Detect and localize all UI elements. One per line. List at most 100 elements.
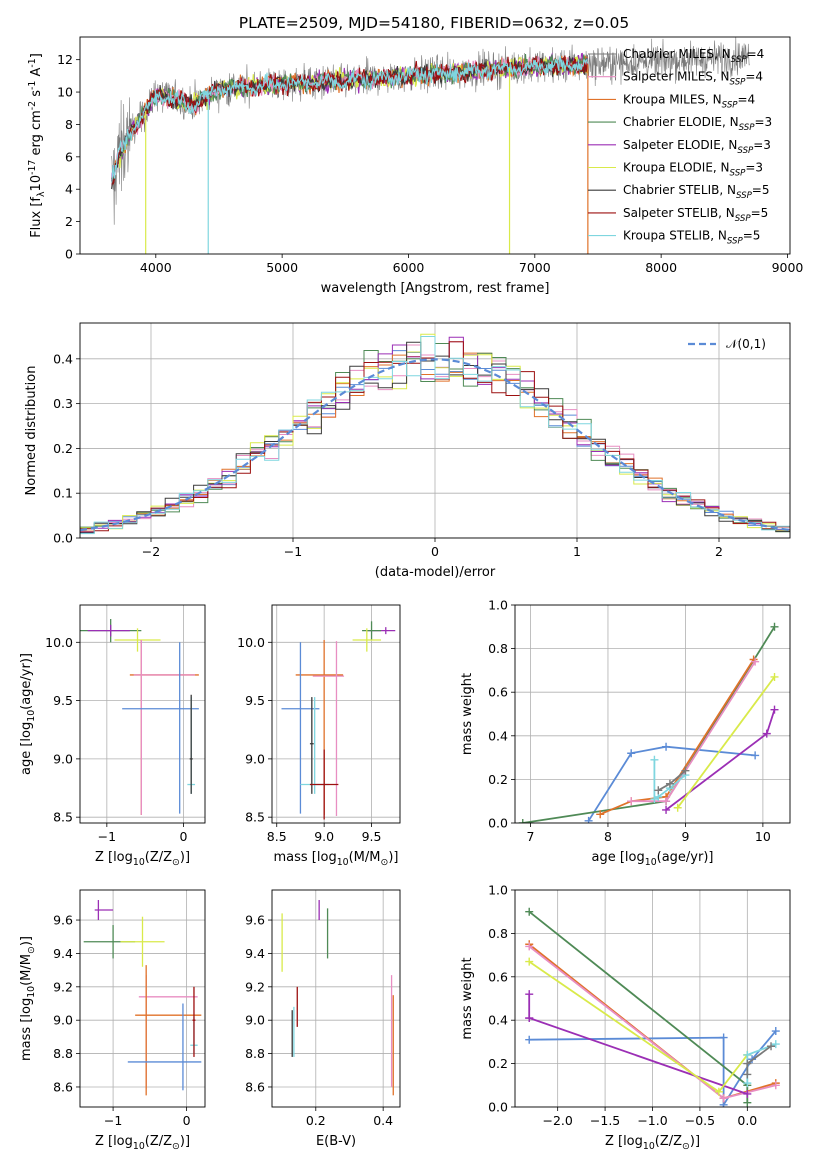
residuals-frame [79,322,791,539]
legend-label-7: Salpeter STELIB, NSSP=5 [623,206,768,224]
residuals-xtick-label-4: 2 [715,544,723,559]
mass-vs-Z-ylabel: mass [log10(M/M⊙)] [19,936,37,1061]
mass-vs-Z-ytick-label-5: 9.6 [53,913,73,928]
mass-vs-Z-point-2 [120,916,165,967]
mass-weight-vs-age-xtick-label-0: 7 [527,829,535,844]
mass-vs-Z-ytick-label-4: 9.4 [53,946,73,961]
mass-weight-vs-age-ytick-label-4: 0.8 [488,641,508,656]
mass-weight-vs-Z-panel: −2.0 −1.5 −1.0 −0.5 0.0 0.0 0.2 0.4 0.6 0.8 1.0 Z [… [460,883,791,1152]
mass-weight-vs-Z-marker-6-0 [743,1079,752,1088]
mass-vs-ebv-ytick-label-4: 9.4 [245,946,265,961]
mass-weight-vs-age-panel: 7 8 9 10 0.0 0.2 0.4 0.6 0.8 1.0 age [log10(age/yr… [460,598,791,868]
mass-weight-vs-age-marker-4-0 [662,805,671,814]
spectrum-xlabel: wavelength [Angstrom, rest frame] [321,281,550,296]
age-vs-mass-point-7 [309,697,314,794]
age-vs-Z-point-4 [133,639,196,815]
age-vs-mass-ytick-label-1: 9.0 [245,751,265,766]
spectrum-xtick-label-1: 5000 [266,260,298,275]
mass-weight-vs-Z-marker-5-1 [714,1087,723,1096]
mass-weight-vs-Z-ytick-label-0: 0.0 [488,1100,508,1115]
age-vs-mass-point-8 [309,749,339,820]
mass-vs-Z-point-4 [135,965,202,1096]
mass-weight-vs-age-xlabel: age [log10(age/yr)] [592,850,714,868]
mass-weight-vs-age-ylabel: mass weight [460,673,475,755]
spectrum-legend: Chabrier MILES, NSSP=4 Salpeter MILES, NS… [588,47,772,247]
spectrum-xtick-label-2: 6000 [393,260,425,275]
mass-weight-vs-age-marker-7-2 [681,766,690,775]
mass-vs-Z-point-0 [94,900,114,921]
residual-legend-label: 𝒩(0,1) [726,337,766,351]
mass-vs-ebv-xtick-label-1: 0.4 [373,1113,393,1128]
residuals-ylabel: Normed distribution [24,366,39,496]
mass-weight-vs-Z-xtick-label-0: −2.0 [542,1113,572,1128]
legend-label-3: Chabrier ELODIE, NSSP=3 [623,115,772,133]
residuals-ytick-label-2: 0.2 [53,441,73,456]
mass-weight-vs-age-xtick-label-3: 10 [755,829,771,844]
mass-weight-vs-age-marker-0-3 [751,751,760,760]
age-vs-mass-panel: 8.5 9.0 9.5 8.5 9.0 9.5 10.0 mass [log10(M/M⊙)] [237,604,401,868]
mass-weight-vs-age-marker-6-0 [650,755,659,764]
mass-weight-vs-Z-xlabel: Z [log10(Z/Z⊙)] [605,1134,700,1152]
mass-weight-vs-Z-marker-4-3 [743,1089,752,1098]
mass-weight-vs-Z-ylabel: mass weight [460,957,475,1039]
mass-weight-vs-age-xtick-label-2: 9 [681,829,689,844]
mass-vs-Z-panel: −1 0 8.6 8.8 9.0 9.2 9.4 9.6 Z [log10(Z/Z⊙)] mass… [19,889,206,1152]
age-vs-Z-ytick-label-2: 9.5 [53,693,73,708]
mass-weight-vs-Z-ytick-label-1: 0.2 [488,1056,508,1071]
mass-weight-vs-Z-xtick-label-3: −0.5 [685,1113,715,1128]
mass-vs-Z-point-7 [192,986,196,1057]
mass-weight-vs-age-marker-4-1 [762,729,771,738]
mass-weight-vs-age-series-2 [599,659,755,816]
mass-vs-Z-ytick-label-3: 9.2 [53,979,73,994]
legend-label-4: Salpeter ELODIE, NSSP=3 [623,138,771,156]
mass-weight-vs-age-series-5 [676,676,776,809]
mass-vs-Z-ytick-label-1: 8.8 [53,1046,73,1061]
spectrum-xtick-label-5: 9000 [772,260,804,275]
spectrum-ylabel: Flux [fλ10-17 erg cm-2 s-1 A-1] [27,53,47,238]
mass-weight-vs-age-marker-1-2 [770,622,779,631]
mass-weight-vs-Z-marker-4-0 [525,990,534,999]
mass-vs-Z-point-5 [127,1003,202,1091]
age-vs-mass-xtick-label-0: 8.5 [267,829,287,844]
age-vs-mass-point-2 [352,628,382,652]
mass-weight-vs-Z-marker-3-1 [719,1094,728,1103]
model-spectrum-8 [111,55,589,183]
spectrum-panel: 4000 5000 6000 7000 8000 9000 0 2 4 6 8 10 12 wavelen… [27,36,804,296]
age-vs-Z-point-7 [189,694,193,794]
mass-vs-ebv-ytick-label-3: 9.2 [245,979,265,994]
mass-vs-Z-xtick-label-0: −1 [104,1113,122,1128]
model-spectrum-7 [111,55,589,185]
residuals-ytick-label-0: 0.0 [53,531,73,546]
mass-weight-vs-Z-ytick-label-2: 0.4 [488,1013,508,1028]
mass-weight-vs-Z-xtick-label-2: −1.0 [637,1113,667,1128]
age-vs-mass-xlabel: mass [log10(M/M⊙)] [274,850,399,868]
spectrum-xtick-label-3: 7000 [519,260,551,275]
mass-weight-vs-age-marker-3-1 [662,797,671,806]
residuals-ytick-label-4: 0.4 [53,351,73,366]
mass-weight-vs-age-ytick-label-5: 1.0 [488,598,508,613]
residuals-ytick-label-1: 0.1 [53,486,73,501]
legend-label-0: Chabrier MILES, NSSP=4 [623,47,764,65]
age-vs-mass-frame [271,604,401,824]
legend-label-2: Kroupa MILES, NSSP=4 [623,92,755,110]
age-vs-Z-ytick-label-3: 10.0 [45,635,73,650]
age-vs-mass-xtick-label-2: 9.5 [362,829,382,844]
mass-vs-ebv-panel: 0.2 0.4 8.6 8.8 9.0 9.2 9.4 9.6 E(B-V) [245,889,401,1149]
age-vs-Z-xlabel: Z [log10(Z/Z⊙)] [95,850,190,868]
age-vs-mass-point-4 [312,641,345,817]
mass-weight-vs-age-ytick-label-2: 0.4 [488,728,508,743]
legend-label-8: Kroupa STELIB, NSSP=5 [623,229,760,247]
mass-weight-vs-age-marker-4-2 [770,705,779,714]
residuals-xtick-label-2: 0 [431,544,439,559]
mass-weight-vs-Z-marker-7-2 [767,1042,776,1051]
age-vs-Z-xtick-label-1: 0 [180,829,188,844]
mass-weight-vs-age-frame [514,604,791,824]
mass-weight-vs-age-ytick-label-0: 0.0 [488,816,508,831]
mass-weight-vs-Z-marker-0-4 [771,1027,780,1036]
mass-weight-vs-Z-xtick-label-1: −1.5 [590,1113,620,1128]
residuals-xlabel: (data-model)/error [375,565,496,580]
spectrum-ytick-label-3: 6 [65,149,73,164]
mass-weight-vs-Z-marker-7-0 [743,1070,752,1079]
age-vs-Z-panel: −1 0 8.5 9.0 9.5 10.0 Z [log10(Z/Z⊙)] age [log1… [19,604,206,868]
